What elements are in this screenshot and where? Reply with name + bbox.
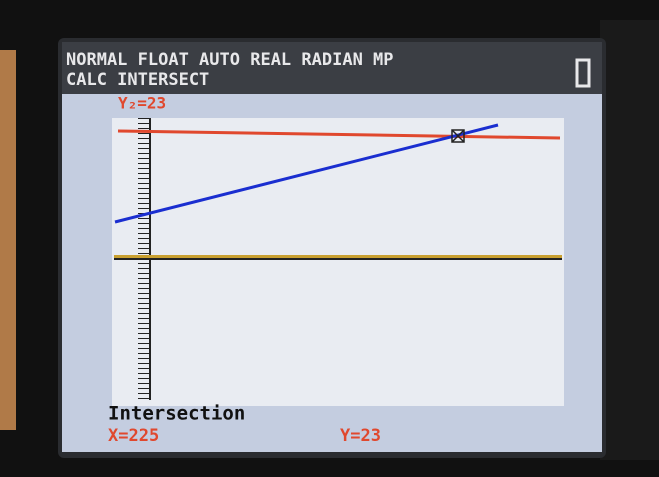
menu-text: CALC INTERSECT <box>66 70 209 90</box>
calculator-photo: NORMAL FLOAT AUTO REAL RADIAN MP CALC IN… <box>0 0 659 477</box>
table-edge <box>0 50 16 430</box>
plot-window <box>112 118 564 406</box>
page: NORMAL FLOAT AUTO REAL RADIAN MP CALC IN… <box>0 0 659 477</box>
y-readout: Y=23 <box>340 426 381 446</box>
intersection-message: Intersection <box>108 403 245 425</box>
bezel-right <box>600 20 659 460</box>
x-readout: X=225 <box>108 426 159 446</box>
mode-text: NORMAL FLOAT AUTO REAL RADIAN MP <box>66 50 394 70</box>
equation-label: Y₂=23 <box>118 94 166 113</box>
